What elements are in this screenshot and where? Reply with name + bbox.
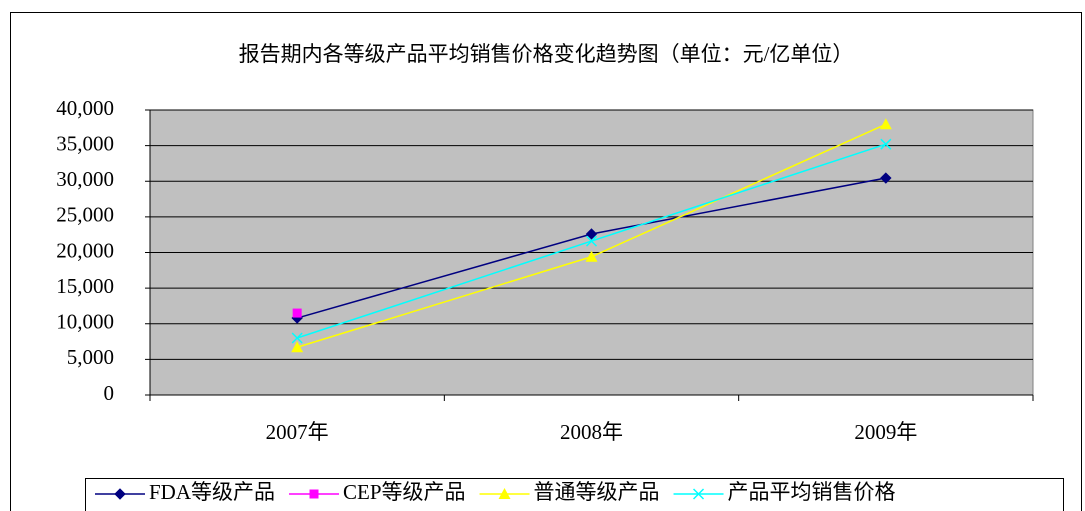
legend-label: 产品平均销售价格 bbox=[728, 480, 896, 504]
marker bbox=[879, 118, 892, 130]
marker bbox=[498, 488, 511, 499]
y-tick-label: 15,000 bbox=[56, 274, 114, 298]
legend-box bbox=[85, 478, 1064, 511]
marker bbox=[585, 228, 598, 240]
marker bbox=[693, 488, 705, 500]
x-tick-label: 2007年 bbox=[266, 420, 329, 444]
marker bbox=[585, 235, 598, 247]
marker bbox=[292, 308, 302, 318]
chart-title: 报告期内各等级产品平均销售价格变化趋势图（单位：元/亿单位） bbox=[239, 42, 854, 66]
y-tick-label: 40,000 bbox=[56, 96, 114, 120]
legend-label: 普通等级产品 bbox=[534, 480, 660, 504]
y-tick-label: 35,000 bbox=[56, 131, 114, 155]
legend-label: CEP等级产品 bbox=[343, 480, 466, 504]
marker bbox=[114, 488, 126, 500]
y-tick-label: 5,000 bbox=[67, 345, 114, 369]
x-tick-label: 2008年 bbox=[560, 420, 623, 444]
y-tick-label: 25,000 bbox=[56, 203, 114, 227]
marker bbox=[585, 250, 598, 262]
marker bbox=[291, 341, 304, 353]
y-tick-label: 30,000 bbox=[56, 167, 114, 191]
y-tick-label: 20,000 bbox=[56, 238, 114, 262]
y-tick-label: 10,000 bbox=[56, 310, 114, 334]
x-tick-label: 2009年 bbox=[854, 420, 917, 444]
marker bbox=[291, 332, 303, 344]
y-tick-label: 0 bbox=[104, 381, 115, 405]
marker bbox=[880, 172, 892, 184]
marker bbox=[309, 489, 319, 499]
marker bbox=[880, 138, 892, 150]
chart-frame bbox=[10, 12, 1082, 511]
legend-label: FDA等级产品 bbox=[149, 480, 275, 504]
